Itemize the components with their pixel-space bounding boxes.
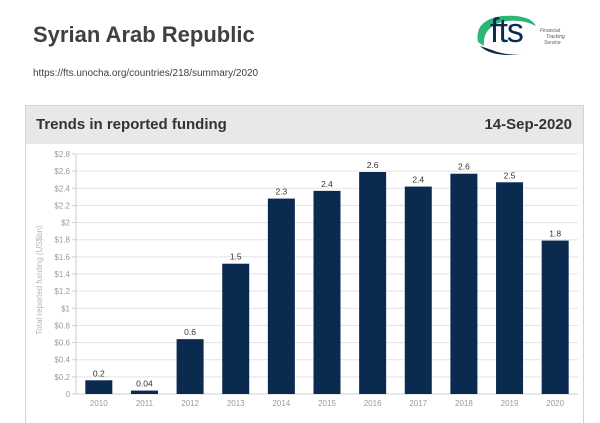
x-tick-label: 2018 — [455, 399, 473, 408]
logo-tagline-line: Service — [544, 40, 561, 46]
logo-tagline-line: Tracking — [546, 34, 565, 40]
bar-2010[interactable] — [85, 380, 113, 394]
y-tick-label: 0 — [66, 390, 71, 399]
data-label: 2.6 — [367, 160, 379, 170]
x-tick-label: 2010 — [90, 399, 108, 408]
x-tick-label: 2020 — [546, 399, 564, 408]
y-tick-label: $2.2 — [54, 201, 70, 210]
bar-layer — [85, 172, 569, 394]
y-tick-label: $2.8 — [54, 150, 70, 159]
x-tick-label: 2013 — [227, 399, 245, 408]
x-tick-label: 2019 — [501, 399, 519, 408]
x-tick-label: 2014 — [272, 399, 290, 408]
source-link[interactable]: https://fts.unocha.org/countries/218/sum… — [33, 68, 259, 79]
y-tick-label: $1.4 — [54, 270, 70, 279]
logo-swoosh-navy — [480, 46, 524, 55]
bar-2019[interactable] — [496, 182, 524, 394]
funding-bar-chart: 0 $0.2 $0.4 $0.6 $0.8 $1 $1.2 $1.4 $1.6 $1.8 $2 $2.… — [35, 150, 578, 408]
data-label: 0.04 — [136, 379, 153, 389]
x-tick-label: 2012 — [181, 399, 199, 408]
funding-trends-card: Trends in reported funding 14-Sep-2020 0… — [25, 105, 584, 423]
bar-2011[interactable] — [130, 390, 158, 394]
y-tick-label: $0.6 — [54, 339, 70, 348]
y-tick-label: $2.4 — [54, 184, 70, 193]
data-label: 2.4 — [412, 175, 424, 185]
y-axis-title: Total reported funding (US$bn) — [35, 225, 44, 335]
logo-tagline-line: Financial — [540, 28, 561, 34]
y-tick-label: $1.2 — [54, 287, 70, 296]
data-label: 0.2 — [93, 368, 105, 378]
data-label: 2.4 — [321, 179, 333, 189]
logo-wordmark: fts — [490, 12, 524, 50]
bar-2018[interactable] — [450, 173, 478, 394]
card-title: Trends in reported funding — [36, 116, 227, 133]
bar-2020[interactable] — [541, 240, 569, 394]
y-tick-label: $2 — [61, 219, 70, 228]
logo-tagline: Financial Tracking Service — [540, 28, 580, 46]
data-label: 1.5 — [230, 252, 242, 262]
card-header: Trends in reported funding 14-Sep-2020 — [26, 106, 583, 144]
bar-2016[interactable] — [359, 172, 387, 394]
data-label: 2.6 — [458, 162, 470, 172]
bar-2014[interactable] — [267, 198, 295, 394]
page-title: Syrian Arab Republic — [33, 22, 255, 47]
logo-swoosh-icon — [477, 15, 536, 55]
data-label: 2.3 — [275, 187, 287, 197]
fts-logo[interactable]: fts Financial Tracking Service — [472, 12, 582, 58]
bar-2017[interactable] — [404, 186, 432, 394]
axis-layer: 0 $0.2 $0.4 $0.6 $0.8 $1 $1.2 $1.4 $1.6 $1.8 $2 $2.… — [54, 150, 564, 408]
y-tick-label: $0.4 — [54, 356, 70, 365]
y-tick-label: $2.6 — [54, 167, 70, 176]
x-tick-label: 2017 — [409, 399, 427, 408]
data-label: 2.5 — [504, 170, 516, 180]
y-tick-label: $1.6 — [54, 253, 70, 262]
card-date: 14-Sep-2020 — [484, 116, 572, 133]
x-tick-label: 2011 — [136, 399, 154, 408]
x-tick-label: 2016 — [364, 399, 382, 408]
data-label: 1.8 — [549, 229, 561, 239]
data-label: 0.6 — [184, 327, 196, 337]
logo-swoosh-green — [477, 15, 536, 46]
label-layer: 0.2 0.04 0.6 1.5 2.3 2.4 2.6 2.4 2.6 2.5 1.8 — [93, 160, 561, 389]
bar-2013[interactable] — [222, 263, 250, 394]
x-tick-label: 2015 — [318, 399, 336, 408]
bar-2015[interactable] — [313, 190, 341, 394]
y-tick-label: $1.8 — [54, 236, 70, 245]
y-tick-label: $0.8 — [54, 321, 70, 330]
y-tick-label: $0.2 — [54, 373, 70, 382]
y-tick-label: $1 — [61, 304, 70, 313]
bar-2012[interactable] — [176, 339, 204, 394]
